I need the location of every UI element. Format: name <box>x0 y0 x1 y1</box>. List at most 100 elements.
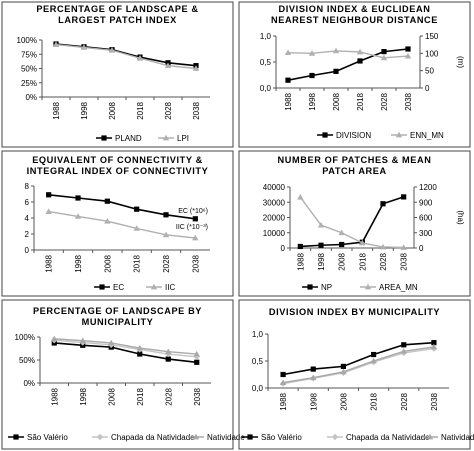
x-tick-label: 2028 <box>162 254 171 272</box>
legend-entry: NP <box>302 283 332 292</box>
chart-title: INTEGRAL INDEX OF CONNECTIVITY <box>27 166 209 176</box>
x-tick-label: 1988 <box>45 254 54 272</box>
data-point <box>401 342 407 348</box>
x-tick-label: 2008 <box>338 252 347 270</box>
series-line <box>287 50 409 59</box>
legend-marker <box>364 283 372 290</box>
x-tick-label: 2028 <box>164 387 173 405</box>
data-point <box>193 353 200 360</box>
data-point <box>74 213 82 219</box>
chart-title: PERCENTAGE OF LANDSCAPE BY <box>33 306 202 316</box>
y-tick-label: 25% <box>21 79 37 88</box>
chart-title: PATCH AREA <box>322 166 387 176</box>
legend-marker <box>162 134 170 141</box>
data-point <box>164 62 172 69</box>
y2-tick-label: 600 <box>419 214 433 223</box>
legend-marker <box>192 433 200 440</box>
panel-border <box>1 299 234 450</box>
data-point <box>332 47 340 54</box>
legend-marker <box>96 433 104 441</box>
y2-tick-label: 50 <box>425 67 434 76</box>
legend-entry: Natividade <box>188 433 245 442</box>
annotation: IIC (*10⁻³) <box>176 224 208 231</box>
data-point <box>404 52 412 59</box>
y2-tick-label: 0 <box>425 84 430 93</box>
data-point <box>317 221 325 228</box>
y-tick-label: 0% <box>23 379 35 388</box>
y-tick-label: 50% <box>21 65 37 74</box>
data-point <box>192 234 199 241</box>
data-point <box>370 351 377 358</box>
legend-label: PLAND <box>115 134 142 143</box>
legend-entry: São Valério <box>8 433 68 442</box>
legend-entry: São Valério <box>242 433 302 442</box>
legend-entry: DIVISION <box>317 131 371 140</box>
y-tick-label: 6 <box>25 198 30 207</box>
data-point <box>279 379 287 385</box>
data-point <box>309 72 315 79</box>
legend-label: LPI <box>177 134 189 143</box>
data-point <box>405 46 411 52</box>
panel-border <box>238 150 471 297</box>
chart-panel-3: EQUIVALENT OF CONNECTIVITY &INTEGRAL IND… <box>1 150 234 297</box>
series-2 <box>284 47 412 61</box>
x-tick-label: 2008 <box>339 392 348 410</box>
chart-panel-1: PERCENTAGE OF LANDSCAPE &LARGEST PATCH I… <box>1 1 234 148</box>
y2-axis-label: (m) <box>456 56 465 68</box>
series-line <box>300 196 404 248</box>
series-2 <box>52 41 200 71</box>
data-point <box>104 198 110 204</box>
x-tick-label: 2018 <box>133 254 142 272</box>
legend-entry: AREA_MN <box>360 283 418 292</box>
legend-entry: PLAND <box>96 134 142 143</box>
data-point <box>165 356 171 362</box>
series-line <box>55 43 197 70</box>
y-tick-label: 30000 <box>263 198 286 207</box>
data-point <box>280 371 286 378</box>
series-3 <box>279 343 438 385</box>
x-tick-label: 1988 <box>284 92 293 110</box>
series-line <box>282 346 435 384</box>
legend-entry: Chapada da Natividade <box>92 433 195 442</box>
legend-entry: Chapada da Natividade <box>327 433 430 442</box>
x-tick-label: 1998 <box>309 392 318 410</box>
data-point <box>356 48 364 55</box>
x-tick-label: 2018 <box>370 392 379 410</box>
data-point <box>339 241 345 248</box>
data-point <box>370 357 377 364</box>
data-point <box>108 339 115 346</box>
y-tick-label: 0,0 <box>252 384 264 393</box>
data-point <box>284 49 292 56</box>
data-point <box>134 206 140 212</box>
data-point <box>357 58 363 64</box>
y-tick-label: 0 <box>281 244 286 253</box>
data-point <box>52 41 60 47</box>
panel-border <box>1 1 234 148</box>
legend-label: EC <box>113 283 124 292</box>
legend-marker <box>99 284 105 290</box>
series-1 <box>285 46 411 83</box>
legend-entry: IIC <box>146 283 175 292</box>
data-point <box>297 243 303 250</box>
x-tick-label: 2008 <box>107 387 116 405</box>
x-tick-label: 1998 <box>308 92 317 110</box>
x-tick-label: 2008 <box>103 254 112 272</box>
data-point <box>79 337 86 344</box>
data-point <box>359 239 366 246</box>
legend-label: IIC <box>165 283 175 292</box>
data-point <box>104 218 111 224</box>
y-tick-label: 10000 <box>263 229 286 238</box>
x-tick-label: 2008 <box>108 101 117 119</box>
legend-marker <box>247 434 253 440</box>
series-line <box>299 196 404 249</box>
series-1 <box>280 340 437 378</box>
x-tick-label: 2038 <box>191 254 200 272</box>
x-tick-label: 2038 <box>192 101 201 119</box>
data-point <box>137 351 143 357</box>
data-point <box>401 194 407 200</box>
series-line <box>48 210 196 239</box>
chart-title: LARGEST PATCH INDEX <box>58 15 177 25</box>
y-tick-label: 0% <box>25 93 37 102</box>
series-line <box>54 338 197 355</box>
